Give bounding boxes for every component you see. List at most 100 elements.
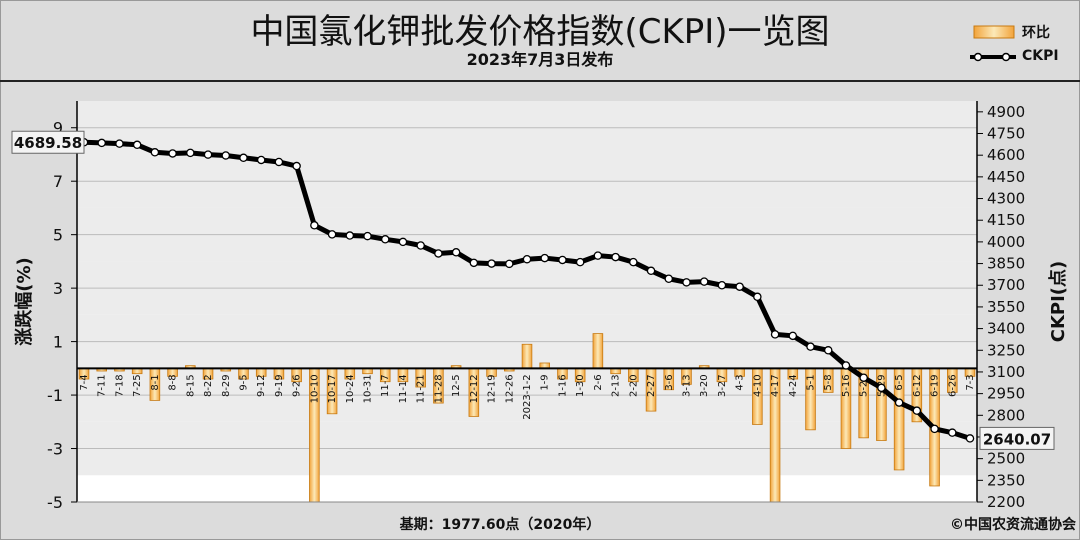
x-tick-label: 2-20 (628, 374, 639, 397)
ckpi-point (717, 280, 727, 290)
right-tick-label: 3850 (987, 255, 1025, 273)
x-tick-label: 7-11 (97, 374, 108, 397)
ckpi-point (593, 251, 603, 260)
right-tick-label: 3700 (987, 276, 1025, 294)
ckpi-point (256, 155, 266, 165)
legend-item-line: CKPI (968, 46, 1078, 68)
x-tick-label: 12-5 (451, 374, 462, 397)
ckpi-point (540, 253, 549, 263)
ckpi-point (380, 235, 390, 244)
start-value-box (11, 130, 85, 154)
ckpi-point (274, 157, 284, 167)
ckpi-point (221, 151, 231, 160)
ckpi-point (522, 254, 532, 264)
ckpi-point (664, 274, 674, 283)
x-tick-label: 10-31 (363, 374, 374, 403)
plot-bands (77, 101, 977, 502)
x-tick-label: 8-29 (221, 374, 232, 397)
x-tick-label: 1-30 (575, 374, 586, 397)
x-tick-label: 2-13 (611, 374, 622, 397)
legend-line-label: CKPI (1022, 48, 1059, 64)
right-tick-label: 3250 (987, 341, 1025, 359)
ckpi-point (186, 148, 195, 158)
x-tick-label: 10-10 (309, 374, 320, 403)
x-tick-label: 7-18 (114, 374, 125, 397)
x-tick-label: 6-5 (894, 374, 905, 390)
left-tick-label: 9 (53, 119, 63, 138)
x-tick-label: 8-8 (168, 374, 179, 390)
ckpi-point (841, 361, 851, 370)
ckpi-point (115, 139, 124, 148)
ckpi-point (575, 257, 585, 267)
chart-legend: 环比 CKPI (968, 18, 1078, 74)
right-tick-label: 4750 (987, 125, 1025, 143)
ckpi-point (168, 149, 177, 158)
ckpi-point (292, 161, 301, 171)
start-value-label: 4689.58 (14, 134, 82, 152)
ckpi-point (363, 231, 372, 241)
ckpi-point (770, 330, 780, 339)
ckpi-point (877, 383, 886, 393)
x-tick-label: 7-3 (965, 374, 976, 390)
x-tick-label: 2-6 (593, 374, 604, 390)
x-tick-label: 8-1 (150, 374, 161, 390)
release-date: 2023年7月3日发布 (466, 50, 614, 69)
ckpi-point (398, 237, 408, 247)
base-period-note: 基期：1977.60点（2020年） (399, 517, 601, 533)
x-tick-label: 5-8 (823, 374, 834, 390)
x-tick-label: 9-26 (292, 374, 303, 397)
left-axis-title: 涨跌幅(%) (13, 257, 35, 346)
ckpi-point (894, 398, 904, 407)
right-axis-title: CKPI(点) (1047, 261, 1069, 343)
ckpi-point (150, 148, 160, 157)
x-axis-labels: 7-4 7-11 7-18 7-25 8-1 8-8 8-15 8-22 8-29 9-5 9-12… (79, 374, 976, 419)
x-tick-label: 6-26 (947, 374, 958, 397)
ckpi-point (310, 221, 319, 230)
x-tick-label: 9-5 (238, 374, 249, 390)
right-tick-label: 4150 (987, 211, 1025, 229)
x-tick-label: 2-27 (646, 374, 657, 397)
right-tick-label: 4000 (987, 233, 1025, 251)
ckpi-point (239, 153, 248, 163)
right-tick-label: 3550 (987, 298, 1025, 316)
ckpi-point (505, 259, 514, 269)
chart-title: 中国氯化钾批发价格指数(CKPI)一览图 (250, 12, 830, 52)
left-tick-label: -5 (47, 493, 63, 512)
left-tick-label: -1 (47, 386, 63, 405)
legend-line-swatch (970, 52, 1016, 62)
right-tick-label: 2500 (987, 450, 1025, 468)
ckpi-point (806, 342, 815, 351)
right-tick-label: 3400 (987, 320, 1025, 338)
bar-mark (521, 343, 533, 369)
x-tick-label: 3-20 (699, 374, 710, 397)
legend-item-bar: 环比 (968, 20, 1078, 42)
ckpi-point (646, 266, 656, 276)
ckpi-point (416, 241, 425, 250)
x-tick-label: 10-24 (345, 374, 356, 403)
x-tick-label: 3-27 (717, 374, 728, 397)
left-tick-label: -3 (47, 440, 63, 459)
x-tick-label: 8-15 (185, 374, 196, 397)
bar-mark (592, 333, 604, 369)
header-divider (0, 80, 1080, 82)
ckpi-point (611, 252, 620, 262)
x-tick-label: 1-16 (557, 374, 568, 397)
right-tick-label: 2800 (987, 406, 1025, 424)
x-tick-label: 10-17 (327, 374, 338, 403)
right-tick-label: 4900 (987, 103, 1025, 121)
right-tick-label: 2950 (987, 385, 1025, 403)
x-tick-label: 4-10 (752, 374, 763, 397)
x-tick-label: 7-25 (132, 374, 143, 397)
source-credit: ©中国农资流通协会 (950, 517, 1076, 533)
ckpi-point (912, 406, 922, 415)
x-tick-label: 3-13 (681, 374, 692, 397)
ckpi-point (753, 292, 762, 302)
legend-bar-swatch (973, 25, 1015, 39)
x-tick-label: 3-6 (664, 374, 675, 390)
ckpi-point (558, 255, 567, 265)
x-tick-label: 6-19 (930, 374, 941, 397)
x-tick-label: 5-16 (841, 374, 852, 397)
x-tick-label: 11-28 (433, 374, 444, 403)
bar-series (78, 333, 976, 503)
x-tick-label: 11-7 (380, 374, 391, 397)
